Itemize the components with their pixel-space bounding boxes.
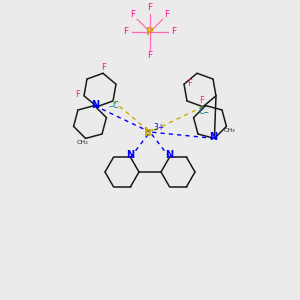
Text: CH₃: CH₃ <box>77 140 88 145</box>
Text: 3+: 3+ <box>153 124 165 133</box>
Text: F: F <box>130 11 136 20</box>
Text: C: C <box>112 101 118 110</box>
Text: CH₃: CH₃ <box>224 128 235 133</box>
Text: –: – <box>109 101 113 111</box>
Text: F: F <box>164 11 169 20</box>
Text: F: F <box>200 96 204 105</box>
Text: N: N <box>209 132 217 142</box>
Text: N: N <box>91 100 100 110</box>
Text: N: N <box>165 150 174 160</box>
Text: F: F <box>76 90 80 99</box>
Text: F: F <box>101 63 106 72</box>
Text: F: F <box>171 28 177 37</box>
Text: N: N <box>126 150 135 160</box>
Text: F: F <box>147 4 153 13</box>
Text: C: C <box>198 107 204 116</box>
Text: F: F <box>123 28 129 37</box>
Text: –: – <box>203 107 208 117</box>
Text: P: P <box>146 27 154 37</box>
Text: F: F <box>188 79 193 88</box>
Text: Ir: Ir <box>144 125 154 139</box>
Text: F: F <box>147 52 153 61</box>
